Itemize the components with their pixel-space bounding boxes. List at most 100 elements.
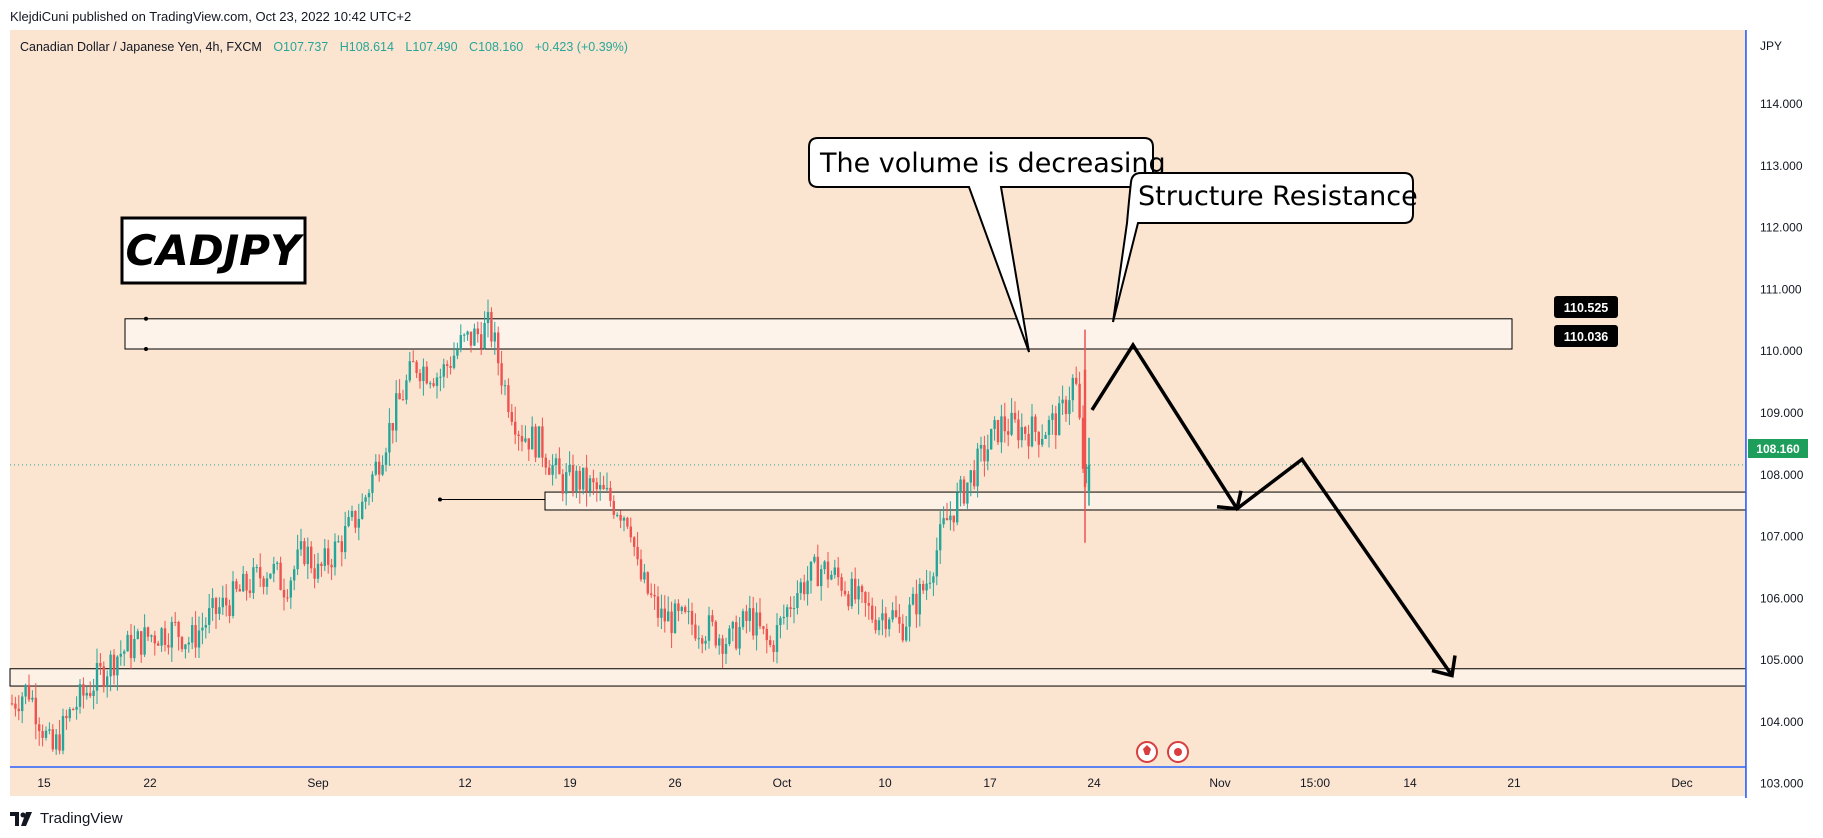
candle-body	[877, 620, 881, 631]
candle-body	[816, 556, 819, 587]
candle-body	[660, 608, 663, 618]
candle-body	[602, 484, 605, 490]
zone-rect	[9, 668, 1747, 687]
candle-body	[55, 734, 58, 750]
x-tick-label: 12	[458, 776, 472, 790]
candle-body	[364, 497, 367, 502]
candle-body	[211, 598, 214, 609]
legend-close: C108.160	[469, 40, 523, 54]
callout-resistance-text: Structure Resistance	[1138, 181, 1418, 212]
candle-body	[871, 605, 874, 620]
candle-body	[85, 692, 88, 696]
svg-text:110.525: 110.525	[1564, 301, 1609, 315]
candle-body	[993, 420, 996, 430]
candle-body	[405, 380, 408, 400]
candle-body	[116, 656, 119, 676]
candle-body	[888, 619, 891, 630]
candle-body	[126, 634, 129, 652]
candle-body	[418, 373, 422, 382]
candle-body	[225, 597, 228, 606]
candle-body	[153, 635, 156, 644]
x-tick-label: Oct	[773, 776, 792, 790]
candle-body	[575, 470, 578, 492]
y-tick-label: 106.000	[1760, 591, 1804, 605]
candle-body	[894, 610, 898, 617]
candle-body	[476, 328, 479, 335]
candle-body	[524, 438, 527, 442]
zone-rect	[544, 491, 1747, 511]
candle-body	[803, 582, 806, 595]
x-tick-label: 10	[878, 776, 892, 790]
candle-body	[31, 697, 34, 700]
candle-body	[201, 627, 204, 631]
candle-body	[558, 458, 561, 475]
candle-body	[221, 597, 224, 608]
candle-body	[735, 622, 738, 649]
candle-body	[92, 690, 95, 696]
candle-body	[449, 366, 452, 368]
x-tick-label: Nov	[1209, 776, 1230, 790]
candle-body	[337, 541, 340, 543]
candle-body	[1064, 399, 1068, 414]
candle-body	[976, 448, 979, 487]
candle-body	[667, 611, 670, 622]
candle-body	[446, 364, 449, 367]
candle-body	[276, 562, 279, 564]
candle-body	[340, 541, 343, 553]
candle-body	[881, 613, 884, 621]
candle-body	[769, 640, 772, 645]
candle-body	[806, 580, 809, 595]
candle-body	[874, 619, 877, 631]
axes: 114.000 113.000 112.000 111.000 110.000 109.0…	[10, 30, 1823, 798]
candle-body	[1007, 431, 1010, 435]
candle-body	[911, 593, 915, 605]
candle-body	[262, 578, 265, 587]
candle-body	[908, 604, 911, 627]
candle-body	[901, 623, 904, 641]
candle-body	[466, 331, 469, 335]
candle-body	[633, 537, 636, 547]
candle-body	[75, 706, 78, 710]
candle-body	[252, 567, 255, 593]
candle-body	[95, 662, 99, 691]
candle-body	[146, 627, 150, 637]
candle-body	[235, 581, 238, 590]
candle-body	[469, 331, 473, 346]
candle-body	[1017, 419, 1020, 441]
y-tick-label: 109.000	[1760, 406, 1804, 420]
candle-body	[748, 608, 751, 621]
candle-body	[616, 514, 619, 516]
candle-body	[214, 598, 218, 614]
candle-body	[102, 666, 105, 687]
candle-body	[208, 608, 211, 625]
candle-body	[357, 518, 360, 528]
candle-body	[823, 561, 826, 570]
candle-body	[248, 590, 252, 593]
legend-open: O107.737	[273, 40, 328, 54]
y-tick-label: 108.000	[1760, 468, 1804, 482]
candle-body	[1061, 399, 1064, 404]
candle-body	[663, 608, 666, 622]
candle-body	[905, 626, 908, 641]
candle-body	[177, 622, 180, 637]
candle-body	[945, 518, 949, 521]
price-scale	[1746, 30, 1823, 798]
candle-body	[323, 548, 326, 566]
candle-body	[170, 621, 173, 648]
candle-body	[884, 613, 887, 630]
candle-body	[673, 603, 677, 633]
candle-body	[973, 470, 976, 487]
candle-body	[21, 696, 24, 712]
candle-body	[605, 487, 609, 490]
candle-body	[367, 492, 371, 498]
callout-resistance: Structure Resistance	[1112, 172, 1418, 323]
candle-body	[636, 546, 639, 560]
candle-body	[112, 654, 116, 676]
candle-body	[286, 597, 289, 599]
candle-body	[1078, 383, 1081, 418]
candle-body	[231, 581, 235, 616]
candle-body	[61, 715, 65, 751]
tradingview-logo[interactable]: TradingView	[10, 810, 123, 827]
candle-body	[653, 594, 656, 597]
